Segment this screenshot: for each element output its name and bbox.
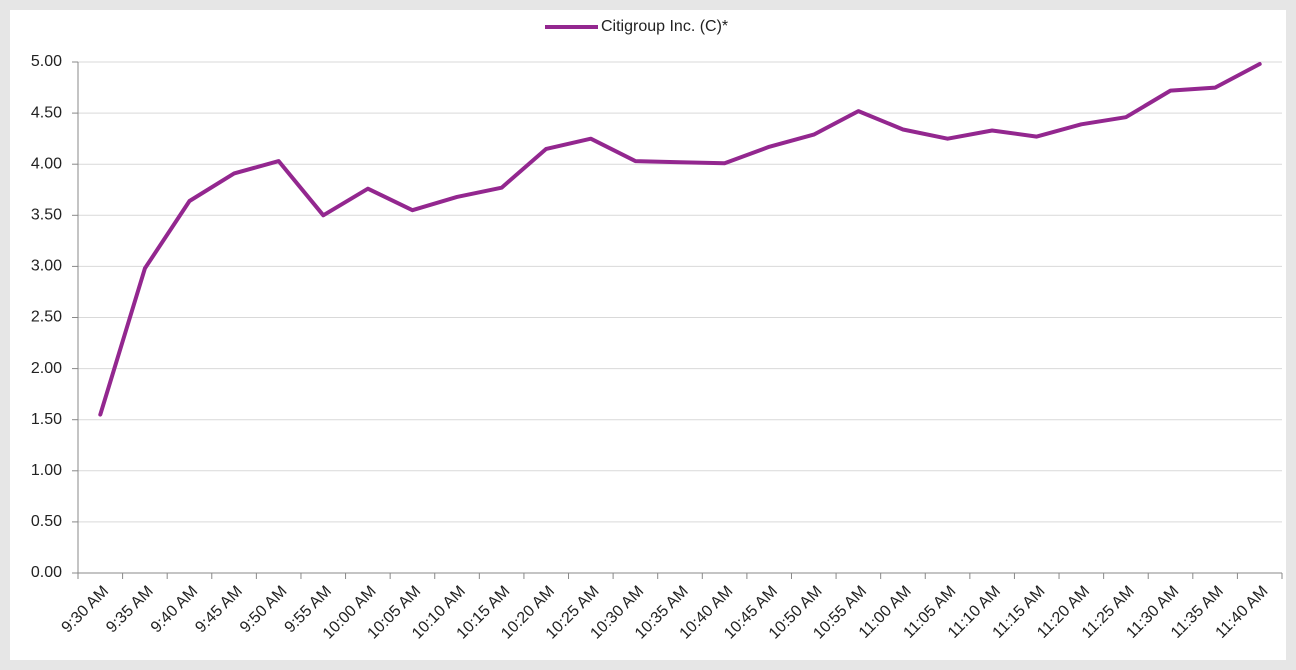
y-tick-label: 2.00 — [31, 360, 62, 377]
y-tick-label: 3.50 — [31, 207, 62, 224]
y-tick-label: 4.00 — [31, 155, 62, 172]
y-tick-label: 5.00 — [31, 53, 62, 70]
chart-area — [10, 10, 1286, 660]
y-tick-label: 2.50 — [31, 309, 62, 326]
line-series — [98, 62, 1262, 417]
y-tick-label: 1.50 — [31, 411, 62, 428]
y-tick-label: 0.00 — [31, 564, 62, 581]
y-tick-label: 0.50 — [31, 513, 62, 530]
y-tick-label: 3.00 — [31, 258, 62, 275]
y-tick-label: 4.50 — [31, 104, 62, 121]
legend-label: Citigroup Inc. (C)* — [601, 18, 728, 35]
y-tick-label: 1.00 — [31, 462, 62, 479]
